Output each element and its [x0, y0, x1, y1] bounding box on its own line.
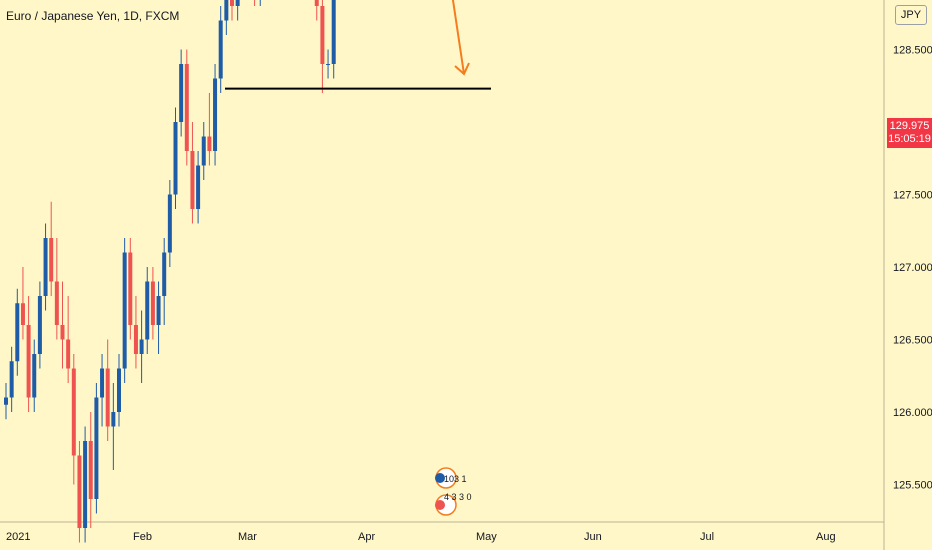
candle-body	[190, 151, 195, 209]
time-tick-label: Aug	[816, 531, 836, 543]
candle-body	[117, 368, 121, 412]
candle-body	[15, 303, 20, 362]
candle-body	[4, 397, 8, 405]
candle-body	[218, 20, 223, 79]
candle-body	[150, 281, 155, 325]
candle-body	[207, 136, 212, 151]
candle-body	[145, 281, 150, 340]
candle-body	[94, 397, 99, 499]
candle-body	[83, 441, 88, 528]
arrow-head	[454, 62, 470, 76]
candle-body	[60, 325, 65, 340]
candle-body	[9, 361, 14, 398]
events-top-label: 103 1	[444, 474, 467, 484]
candle-body	[196, 165, 201, 209]
price-tick-label: 126.000	[893, 407, 932, 419]
events-bottom-label: 4 3 3 0	[444, 492, 472, 502]
candle-body	[201, 136, 206, 166]
candle-body	[111, 412, 116, 427]
time-tick-label: 2021	[6, 531, 30, 543]
candle-body	[128, 252, 133, 325]
candle-body	[20, 303, 25, 325]
candle-body	[224, 0, 229, 21]
drawings[interactable]	[225, 0, 491, 90]
candle-body	[167, 194, 172, 253]
price-tick-label: 127.000	[893, 262, 932, 274]
price-tick-label: 127.500	[893, 190, 932, 202]
time-tick-label: Mar	[238, 531, 257, 543]
time-tick-label: Jul	[700, 531, 714, 543]
candle-body	[184, 64, 189, 151]
countdown-value: 15:05:19	[888, 133, 931, 145]
candle-body	[88, 441, 93, 499]
candle-body	[43, 238, 48, 296]
candle-body	[326, 64, 331, 65]
currency-button[interactable]: JPY	[895, 5, 927, 25]
candle-body	[213, 78, 218, 151]
candle-body	[156, 296, 161, 325]
candle-body	[100, 368, 105, 398]
time-tick-label: Feb	[133, 531, 152, 543]
candle-body	[32, 354, 37, 398]
chart-title: Euro / Japanese Yen, 1D, FXCM	[6, 9, 180, 23]
candle-body	[314, 0, 319, 6]
candle-body	[320, 6, 325, 64]
candle-body	[54, 281, 59, 325]
candle-body	[235, 0, 240, 6]
last-price-value: 129.975	[889, 120, 930, 132]
candle-body	[230, 0, 234, 6]
candle-body	[139, 339, 144, 354]
events-icon[interactable]: 103 1 4 3 3 0	[435, 467, 472, 516]
candle-body	[66, 339, 71, 369]
candle-body	[122, 252, 127, 369]
price-tick-label: 126.500	[893, 335, 932, 347]
candle-body	[162, 252, 167, 296]
time-tick-label: Apr	[358, 531, 375, 543]
time-tick-label: Jun	[584, 531, 602, 543]
candle-body	[26, 325, 31, 398]
price-tick-label: 125.500	[893, 480, 932, 492]
candle-body	[105, 368, 110, 427]
candle-body	[173, 122, 178, 195]
time-tick-label: May	[476, 531, 497, 543]
candle-body	[77, 455, 82, 528]
last-price-label: 129.975 15:05:19	[887, 118, 932, 148]
time-axis[interactable]: 2021 Feb Mar Apr May Jun Jul Aug	[6, 531, 836, 543]
candles	[4, 0, 336, 543]
candle-body	[71, 368, 76, 456]
candle-body	[133, 325, 138, 354]
candle-body	[49, 238, 54, 282]
price-tick-label: 128.500	[893, 45, 932, 57]
candle-body	[179, 64, 184, 122]
candle-body	[37, 296, 42, 354]
candle-body	[331, 0, 336, 64]
projection-arrow[interactable]	[429, 0, 465, 75]
